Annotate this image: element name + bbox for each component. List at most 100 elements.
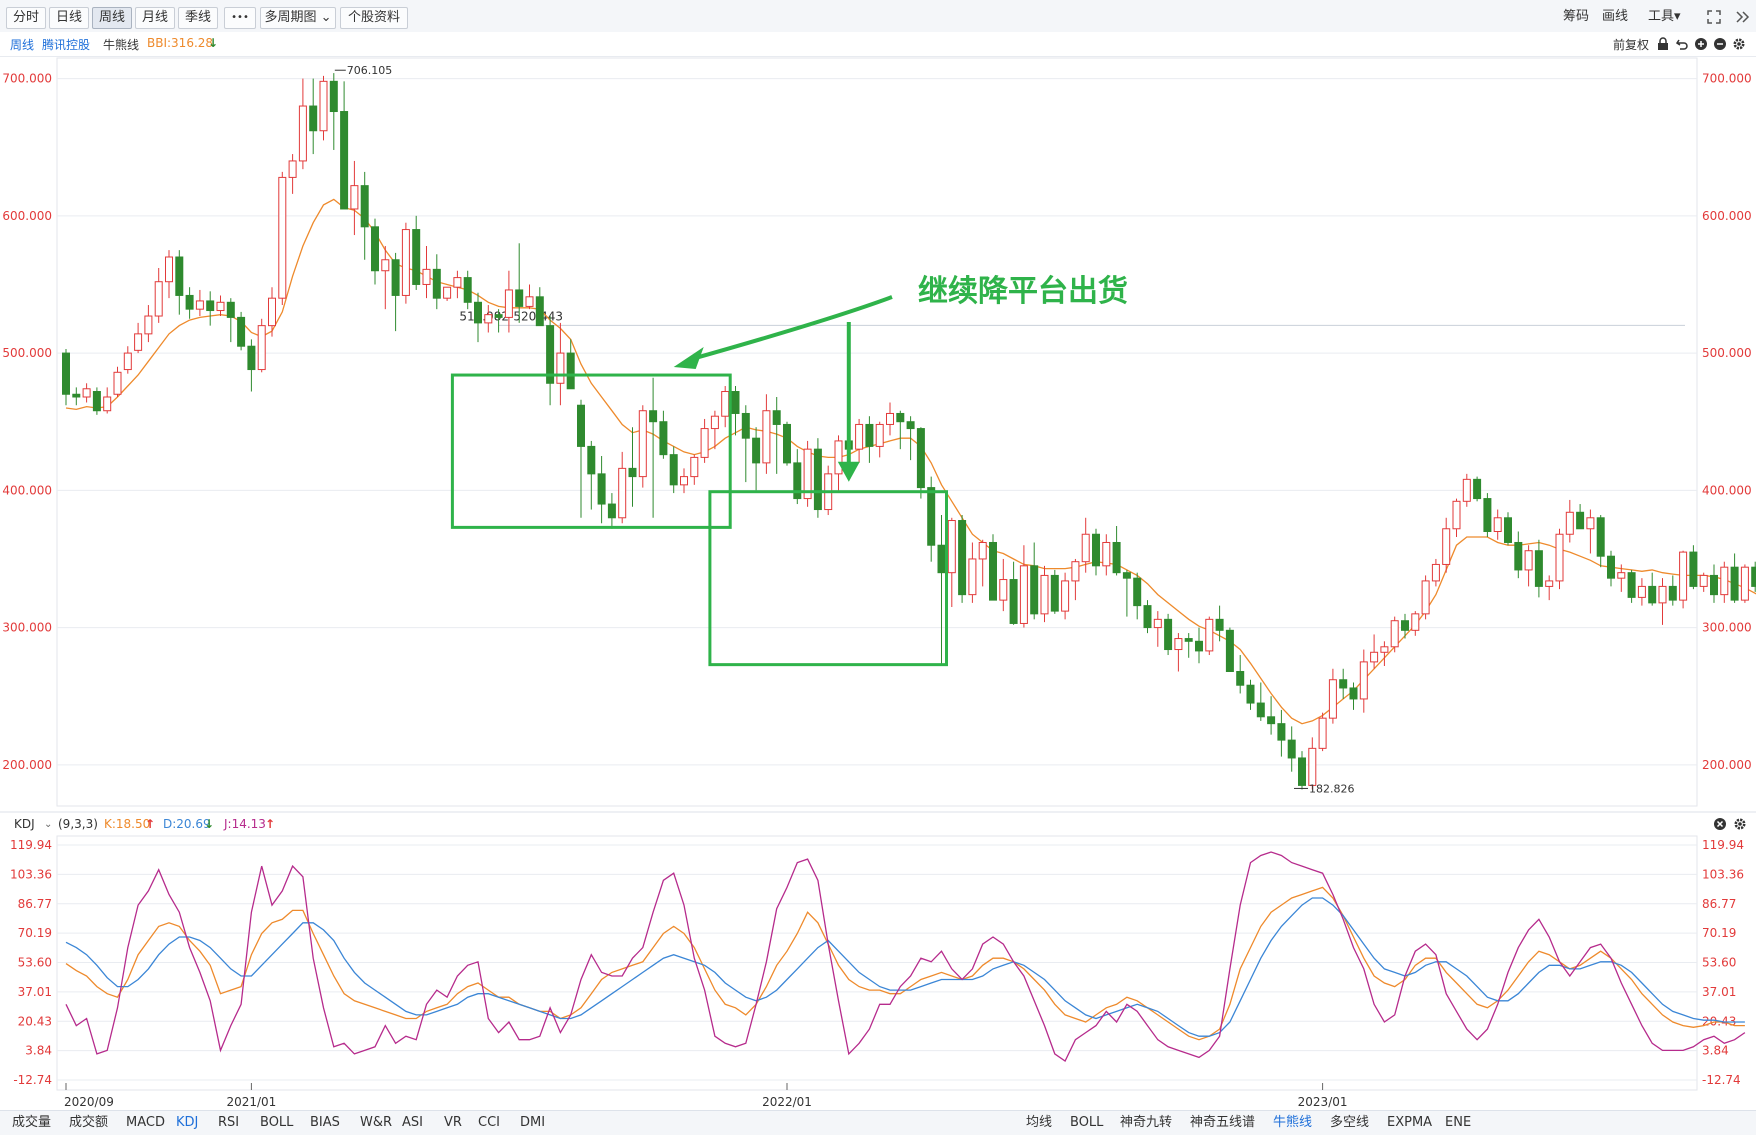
bottom-overlay-tab[interactable]: 牛熊线 <box>1273 1112 1312 1133</box>
bottom-indicator-tab[interactable]: MACD <box>126 1112 165 1133</box>
candle-body <box>1082 534 1089 561</box>
bottom-indicator-tab[interactable]: KDJ <box>176 1112 198 1133</box>
candle-body <box>588 446 595 473</box>
candle-body <box>258 326 265 370</box>
kdj-tick-label-left: 70.19 <box>18 926 52 940</box>
candle-body <box>876 424 883 446</box>
candle-body <box>773 411 780 425</box>
candle-body <box>1690 552 1697 586</box>
bottom-indicator-tab[interactable]: BIAS <box>310 1112 340 1133</box>
candle-body <box>464 278 471 303</box>
bottom-overlay-tab[interactable]: 均线 <box>1026 1112 1052 1133</box>
candle-body <box>1618 573 1625 578</box>
candle-body <box>1505 518 1512 543</box>
bottom-indicator-tab[interactable]: 成交量 <box>12 1112 51 1133</box>
candle-body <box>83 389 90 397</box>
bottom-indicator-tab[interactable]: RSI <box>218 1112 239 1133</box>
candle-body <box>1577 512 1584 528</box>
kdj-tick-label-right: 86.77 <box>1702 897 1736 911</box>
candle-body <box>1391 621 1398 647</box>
candle-body <box>1711 575 1718 594</box>
candle <box>1391 617 1398 653</box>
candle-body <box>1422 581 1429 614</box>
time-tick-label: 2023/01 <box>1298 1095 1348 1109</box>
bottom-overlay-tab[interactable]: ENE <box>1445 1112 1471 1133</box>
kdj-tick-label-left: 86.77 <box>18 897 52 911</box>
candle-body <box>1288 740 1295 758</box>
candle-body <box>1278 724 1285 740</box>
candle-body <box>299 106 306 161</box>
candle-body <box>526 297 533 307</box>
candle-body <box>63 353 70 394</box>
candle-body <box>516 290 523 306</box>
candle-body <box>660 422 667 455</box>
kdj-axis-left: 119.94103.3686.7770.1953.6037.0120.433.8… <box>10 838 52 1087</box>
candle-body <box>1669 586 1676 600</box>
candle-body <box>1257 703 1264 717</box>
bottom-indicator-tab[interactable]: DMI <box>520 1112 545 1133</box>
candle <box>959 515 966 603</box>
bottom-indicator-tab[interactable]: 成交额 <box>69 1112 108 1133</box>
candle-body <box>155 282 162 316</box>
candle-body <box>1587 518 1594 529</box>
candle-body <box>217 302 224 310</box>
candle-body <box>1608 556 1615 578</box>
kdj-axis-right: 119.94103.3686.7770.1953.6037.0120.433.8… <box>1702 838 1744 1087</box>
candle-body <box>320 81 327 130</box>
bottom-overlay-tab[interactable]: 多空线 <box>1330 1112 1369 1133</box>
candle <box>639 405 646 487</box>
candle <box>402 223 409 304</box>
candle-body <box>1062 581 1069 611</box>
candle-body <box>1381 647 1388 652</box>
candle-body <box>1721 567 1728 594</box>
bottom-indicator-tab[interactable]: CCI <box>478 1112 500 1133</box>
candle-body <box>1700 575 1707 586</box>
kdj-tick-label-left: 20.43 <box>18 1014 52 1028</box>
bottom-indicator-tab[interactable]: VR <box>444 1112 462 1133</box>
candle-body <box>897 413 904 421</box>
candle-body <box>1123 573 1130 578</box>
candle-body <box>1752 567 1756 586</box>
candle-body <box>341 112 348 209</box>
candle <box>1165 614 1172 655</box>
bottom-overlay-tab[interactable]: 神奇九转 <box>1120 1112 1172 1133</box>
candle-body <box>742 413 749 438</box>
candle <box>1226 628 1233 672</box>
kdj-tick-label-right: -12.74 <box>1702 1073 1741 1087</box>
candle-body <box>732 392 739 414</box>
candle-body <box>567 353 574 389</box>
candle-body <box>1010 580 1017 624</box>
candle <box>917 427 924 498</box>
candle-body <box>392 260 399 296</box>
chart-canvas[interactable]: 700.000600.000500.000400.000300.000200.0… <box>0 0 1756 1110</box>
candle-body <box>681 477 688 485</box>
candle-body <box>1535 551 1542 587</box>
candle-body <box>866 424 873 446</box>
bottom-overlay-tab[interactable]: BOLL <box>1070 1112 1103 1133</box>
candle-body <box>1556 534 1563 581</box>
candle-body <box>1185 639 1192 642</box>
candle <box>1051 570 1058 614</box>
candle-body <box>650 411 657 422</box>
bottom-indicator-tab[interactable]: BOLL <box>260 1112 293 1133</box>
bottom-indicator-tab[interactable]: W&R <box>360 1112 392 1133</box>
candle <box>1752 562 1756 592</box>
candle-body <box>1113 542 1120 572</box>
low-marker-label: 182.826 <box>1309 782 1355 795</box>
candle-body <box>1638 586 1645 597</box>
candle-body <box>423 269 430 284</box>
candle-body <box>557 353 564 383</box>
candle-body <box>1247 685 1254 703</box>
candle-body <box>938 545 945 572</box>
candle-body <box>495 315 502 318</box>
candle-body <box>619 468 626 517</box>
price-tick-label-right: 700.000 <box>1702 72 1752 86</box>
candle <box>804 441 811 507</box>
candle-body <box>475 302 482 323</box>
bottom-indicator-tab[interactable]: ASI <box>402 1112 423 1133</box>
bottom-overlay-tab[interactable]: 神奇五线谱 <box>1190 1112 1255 1133</box>
candle-body <box>917 429 924 488</box>
candle-body <box>722 392 729 417</box>
bottom-overlay-tab[interactable]: EXPMA <box>1387 1112 1432 1133</box>
candle-body <box>248 346 255 369</box>
